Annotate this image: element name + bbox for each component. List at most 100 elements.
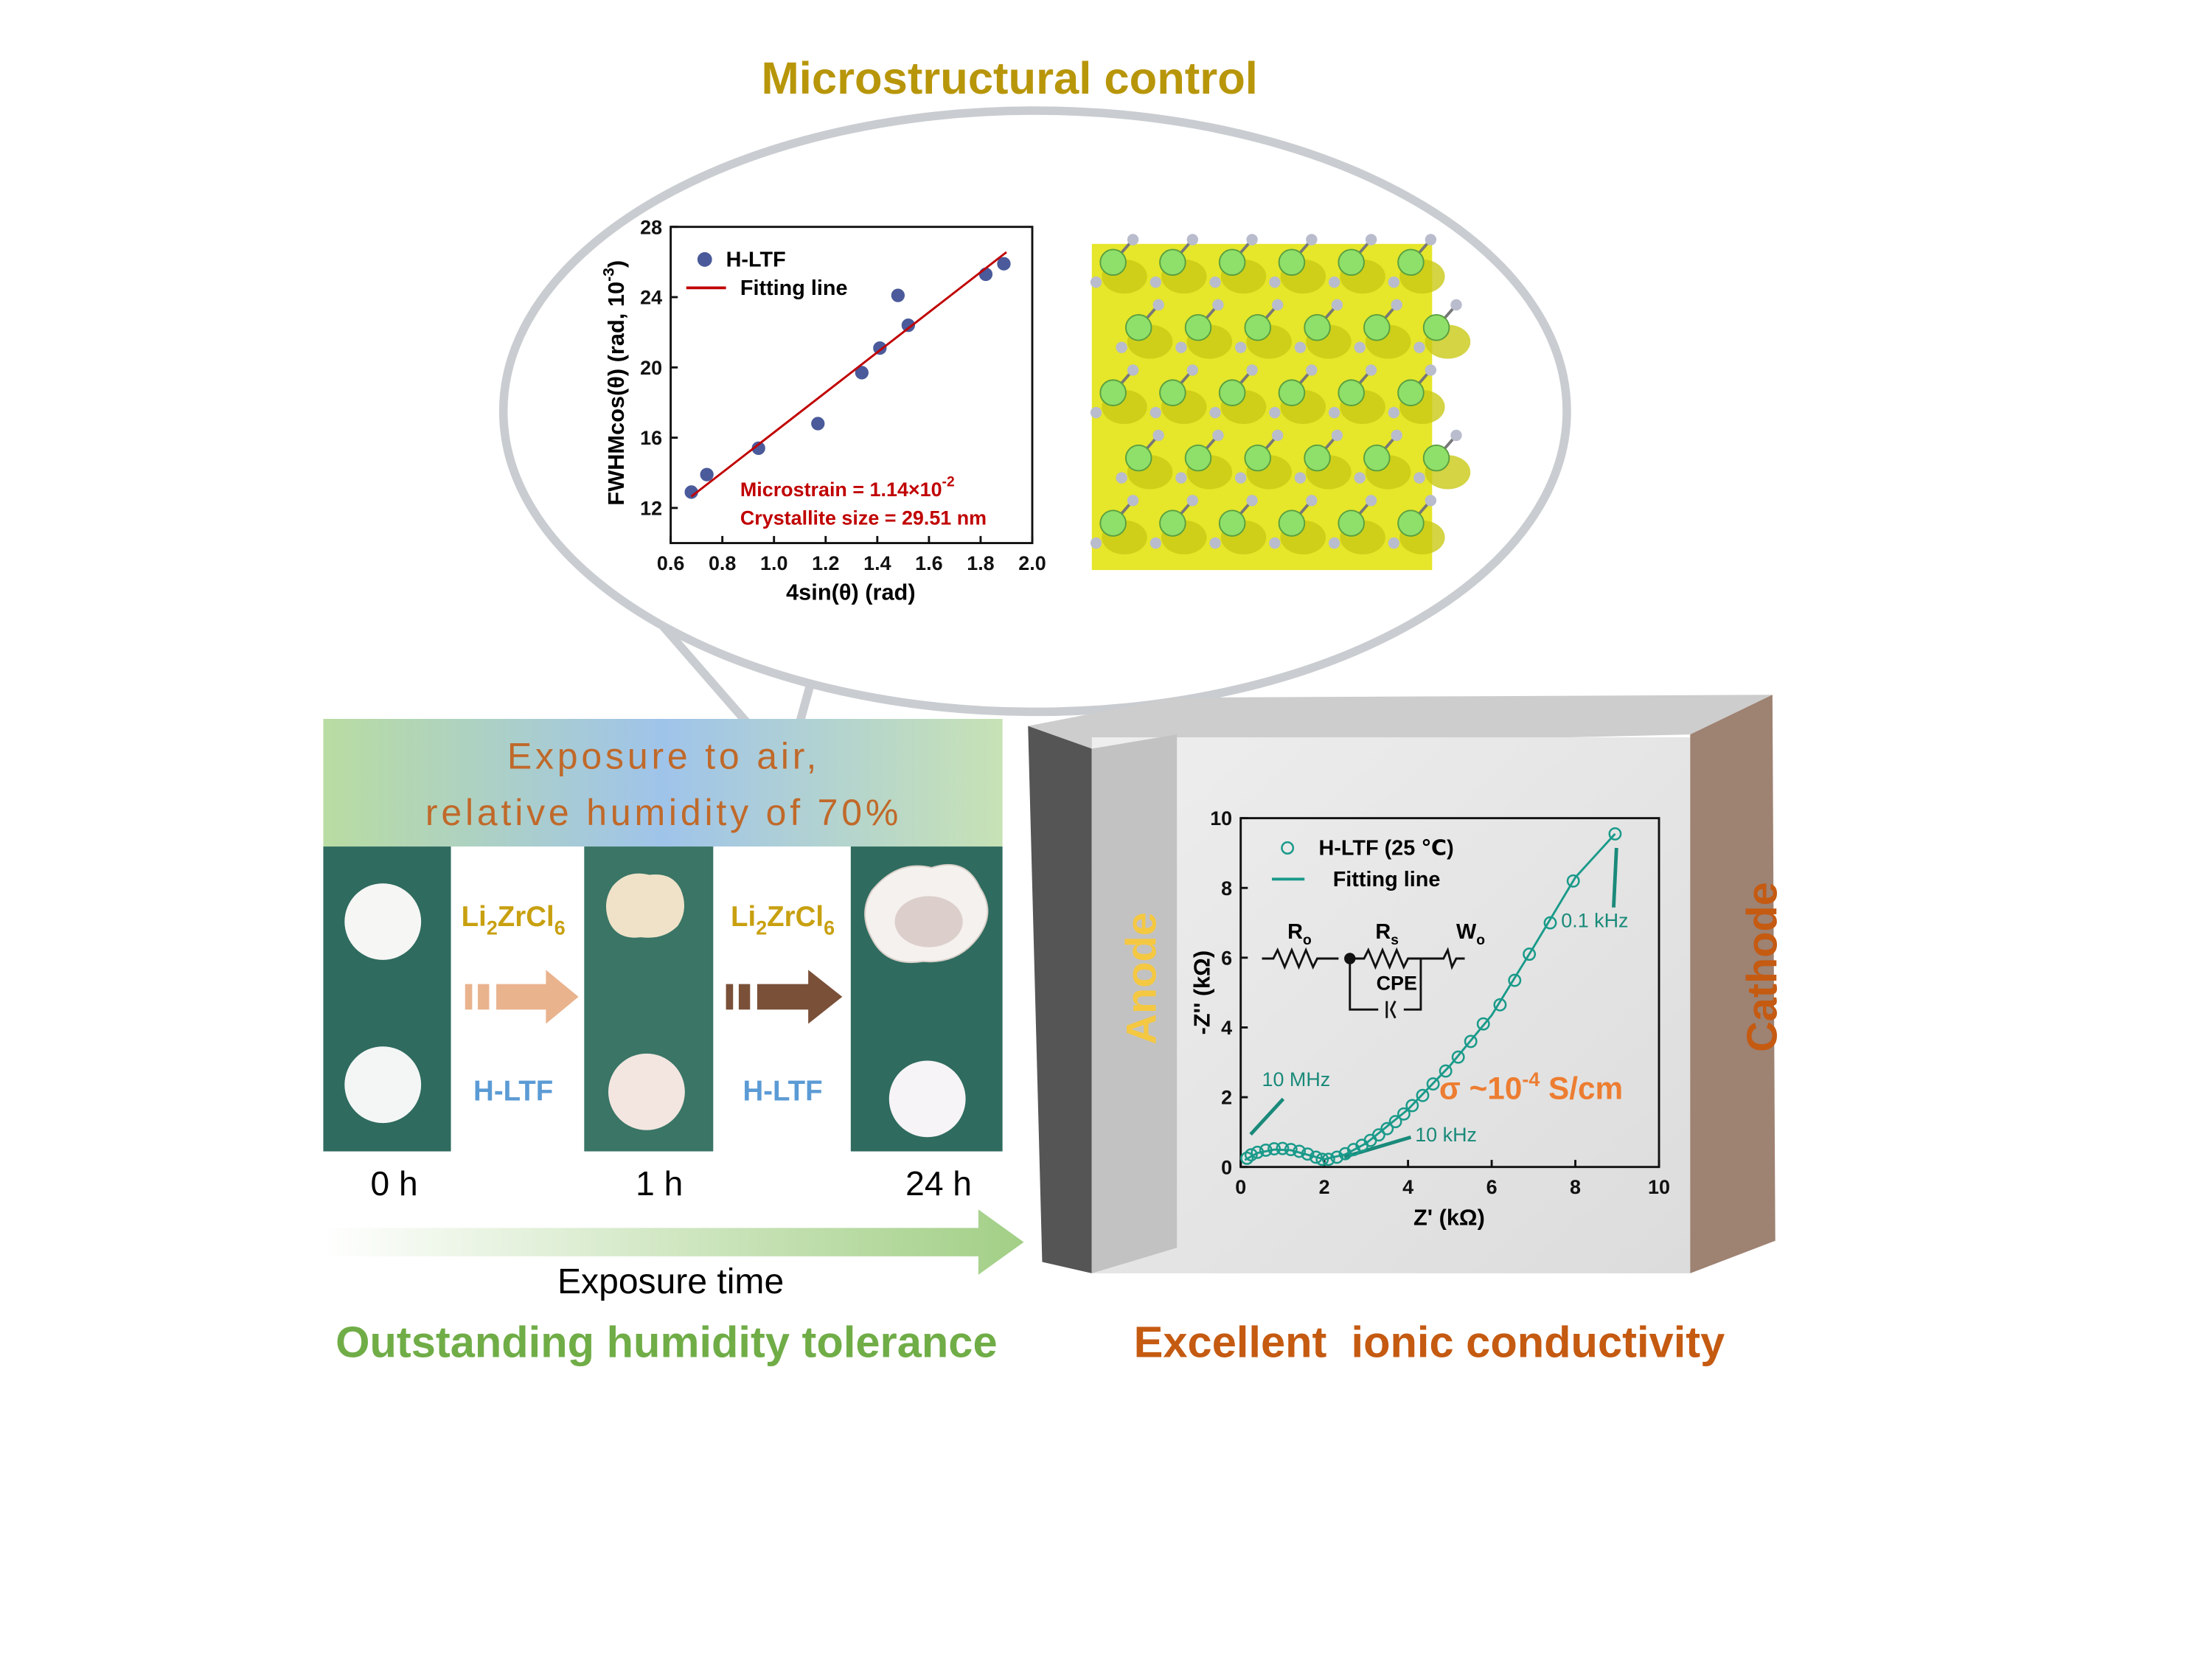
atom (1363, 444, 1391, 472)
annotation: Crystallite size = 29.51 nm (740, 507, 987, 529)
atom (1124, 313, 1152, 341)
atom (1244, 444, 1272, 472)
atom (1246, 234, 1258, 246)
atom (1269, 406, 1281, 419)
circuit-symbol: W (1456, 920, 1477, 944)
compound-part: Li (462, 901, 487, 933)
y-tick-label: 28 (640, 216, 662, 238)
data-point (1388, 1115, 1402, 1129)
atom (1175, 341, 1187, 353)
circuit-subscript: s (1391, 933, 1399, 948)
x-tick-label: 2.0 (1018, 552, 1046, 574)
atom (1235, 341, 1247, 353)
data-point (1451, 1050, 1465, 1064)
atom (1365, 495, 1377, 507)
data-point (1566, 874, 1580, 888)
x-tick-label: 10 (1648, 1176, 1670, 1198)
atom (1294, 472, 1307, 484)
data-point (1371, 1128, 1385, 1142)
compound-part: ZrCl (498, 901, 554, 933)
atom (1425, 234, 1437, 246)
x-tick-label: 1.0 (760, 552, 787, 574)
time-label: 0 h (371, 1164, 418, 1203)
x-tick-label: 1.6 (915, 552, 942, 574)
atom (1278, 248, 1306, 276)
atom (1363, 313, 1391, 341)
atom (1152, 299, 1164, 311)
atom (1246, 364, 1258, 376)
atom (1150, 406, 1161, 419)
anode-label: Anode (1118, 912, 1165, 1044)
atom (1365, 234, 1377, 246)
y-tick-label: 10 (1210, 807, 1232, 830)
atom (1391, 299, 1402, 311)
annotation-arrow (1612, 847, 1618, 908)
atom (1186, 495, 1198, 507)
crystal-structure (1090, 234, 1471, 571)
atom (1159, 379, 1186, 406)
y-axis-label: FWHMcos(θ) (rad, 10-3) (601, 260, 629, 506)
pellet (344, 1046, 422, 1124)
annotation-arrow (1249, 1097, 1285, 1136)
legend-marker (697, 252, 712, 267)
annotation-text: S/cm (1540, 1071, 1623, 1105)
atom (1422, 313, 1450, 341)
y-tick-label: 2 (1221, 1087, 1232, 1109)
data-point (1493, 998, 1507, 1012)
atom (1413, 341, 1425, 353)
data-point (1380, 1121, 1394, 1135)
data-point (978, 267, 993, 282)
data-point (1276, 1141, 1290, 1155)
atom (1328, 276, 1340, 288)
data-point (1608, 827, 1622, 841)
atom (1184, 444, 1212, 472)
arrow-dark (726, 970, 843, 1024)
atom (1278, 379, 1306, 406)
atom (1159, 509, 1186, 537)
circuit-label: Rs (1375, 920, 1399, 948)
atom (1186, 234, 1198, 246)
atom (1212, 299, 1224, 311)
compound-label: Li2ZrCl6 (462, 901, 566, 939)
compound-part: Li (731, 901, 756, 933)
time-arrow (323, 1209, 1024, 1275)
atom (1090, 537, 1102, 549)
data-point (1439, 1064, 1453, 1078)
atom (1150, 537, 1161, 549)
header-band (323, 719, 1003, 847)
cathode-label: Cathode (1739, 882, 1787, 1052)
data-point (1416, 1088, 1430, 1102)
annotation: 0.1 kHz (1561, 910, 1628, 932)
atom (1152, 429, 1164, 442)
atom (1338, 379, 1365, 406)
circuit-subscript: o (1476, 933, 1485, 948)
pellet-core (894, 896, 963, 947)
data-point (1464, 1034, 1478, 1048)
y-tick-label: 16 (640, 427, 662, 449)
time-label: 1 h (636, 1164, 683, 1203)
data-point (1240, 1151, 1254, 1165)
pellet (888, 1060, 966, 1138)
time-label: 24 h (905, 1164, 972, 1203)
annotation-arrow (1343, 1135, 1412, 1159)
y-axis-label-part: FWHMcos(θ) (rad, 10 (603, 282, 629, 506)
x-tick-label: 8 (1570, 1176, 1581, 1198)
x-tick-label: 6 (1486, 1176, 1498, 1198)
data-point (891, 288, 905, 302)
data-point (855, 366, 869, 380)
atom (1331, 299, 1343, 311)
data-point (1405, 1099, 1419, 1113)
atom (1269, 276, 1281, 288)
circuit (1262, 947, 1465, 1019)
atom (1209, 406, 1221, 419)
data-point (811, 417, 825, 431)
atom (1116, 472, 1127, 484)
atom (1150, 276, 1161, 288)
atom (1127, 234, 1139, 246)
atom (1209, 537, 1221, 549)
left-caption: Outstanding humidity tolerance (335, 1317, 998, 1366)
fit-line (690, 251, 1007, 498)
circuit-subscript: o (1303, 933, 1312, 948)
